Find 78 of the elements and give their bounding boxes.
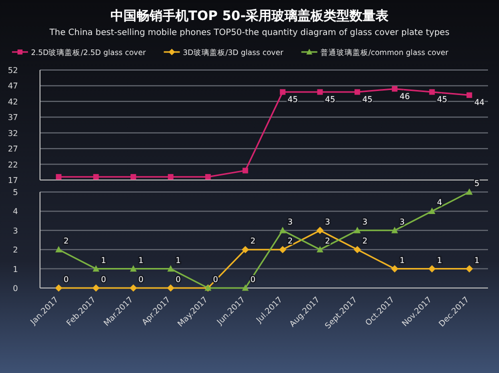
point <box>167 265 174 272</box>
y-tick-label: 52 <box>8 66 18 75</box>
point <box>391 265 398 272</box>
data-label: 45 <box>288 95 298 104</box>
point <box>93 174 99 180</box>
data-label: 1 <box>138 256 144 265</box>
data-label: 4 <box>437 198 442 208</box>
data-label: 2 <box>64 236 69 246</box>
point <box>316 246 324 252</box>
data-label: 2 <box>250 236 256 246</box>
y-tick-label: 17 <box>8 176 18 185</box>
data-label: 0 <box>176 275 181 284</box>
data-label: 46 <box>400 92 410 101</box>
point <box>242 168 248 174</box>
point <box>167 284 174 292</box>
data-label: 2 <box>325 236 330 246</box>
data-label: 45 <box>437 95 448 104</box>
data-label: 0 <box>250 275 256 284</box>
point <box>391 226 398 234</box>
point <box>354 226 361 234</box>
chart-subtitle: The China best-selling mobile phones TOP50-the quantity diagram of glass cover plate types <box>48 28 450 38</box>
point <box>130 265 137 272</box>
point <box>317 89 323 95</box>
data-label: 1 <box>400 256 405 265</box>
data-label: 5 <box>474 179 480 188</box>
data-label: 3 <box>400 217 405 226</box>
y-tick-label: 22 <box>8 160 18 170</box>
y-tick-label: 27 <box>8 144 18 154</box>
data-label: 3 <box>362 217 368 226</box>
y-tick-label: 32 <box>8 128 18 138</box>
point <box>56 174 62 180</box>
data-label: 2 <box>362 236 368 246</box>
point <box>92 284 100 292</box>
data-label: 1 <box>474 256 480 265</box>
data-label: 3 <box>325 217 330 226</box>
data-label: 1 <box>437 256 442 265</box>
data-label: 2 <box>288 236 293 246</box>
y-tick-label: 2 <box>12 246 18 255</box>
point <box>466 265 473 272</box>
data-label: 45 <box>362 95 373 104</box>
y-tick-label: 4 <box>12 207 18 216</box>
point <box>130 284 137 292</box>
point <box>92 265 100 272</box>
point <box>242 246 249 254</box>
data-label: 0 <box>64 275 69 284</box>
data-label: 1 <box>176 256 181 265</box>
point <box>205 174 211 180</box>
y-tick-label: 1 <box>12 264 18 274</box>
point <box>428 208 436 214</box>
point <box>392 86 398 92</box>
y-tick-label: 42 <box>8 97 18 106</box>
y-tick-label: 47 <box>8 82 18 91</box>
data-label: 0 <box>138 275 144 284</box>
point <box>168 174 174 180</box>
point <box>55 284 62 292</box>
point <box>354 89 360 95</box>
point <box>316 226 324 234</box>
y-tick-label: 0 <box>12 284 18 293</box>
point <box>55 246 62 252</box>
point <box>130 174 136 180</box>
data-label: 44 <box>474 98 485 108</box>
chart-title: 中国畅销手机TOP 50-采用玻璃盖板类型数量表 <box>110 8 390 24</box>
point <box>280 89 286 95</box>
data-label: 45 <box>325 95 336 104</box>
data-label: 1 <box>101 256 106 265</box>
point <box>466 188 473 195</box>
data-label: 0 <box>101 275 106 284</box>
y-tick-label: 3 <box>12 226 18 236</box>
data-label: 3 <box>288 217 293 226</box>
point <box>429 89 435 95</box>
y-tick-label: 5 <box>12 188 18 197</box>
point <box>428 265 436 272</box>
y-tick-label: 37 <box>8 113 18 122</box>
point <box>279 246 286 254</box>
point <box>279 226 286 234</box>
point <box>242 284 249 291</box>
point <box>354 246 361 254</box>
point <box>466 92 472 98</box>
